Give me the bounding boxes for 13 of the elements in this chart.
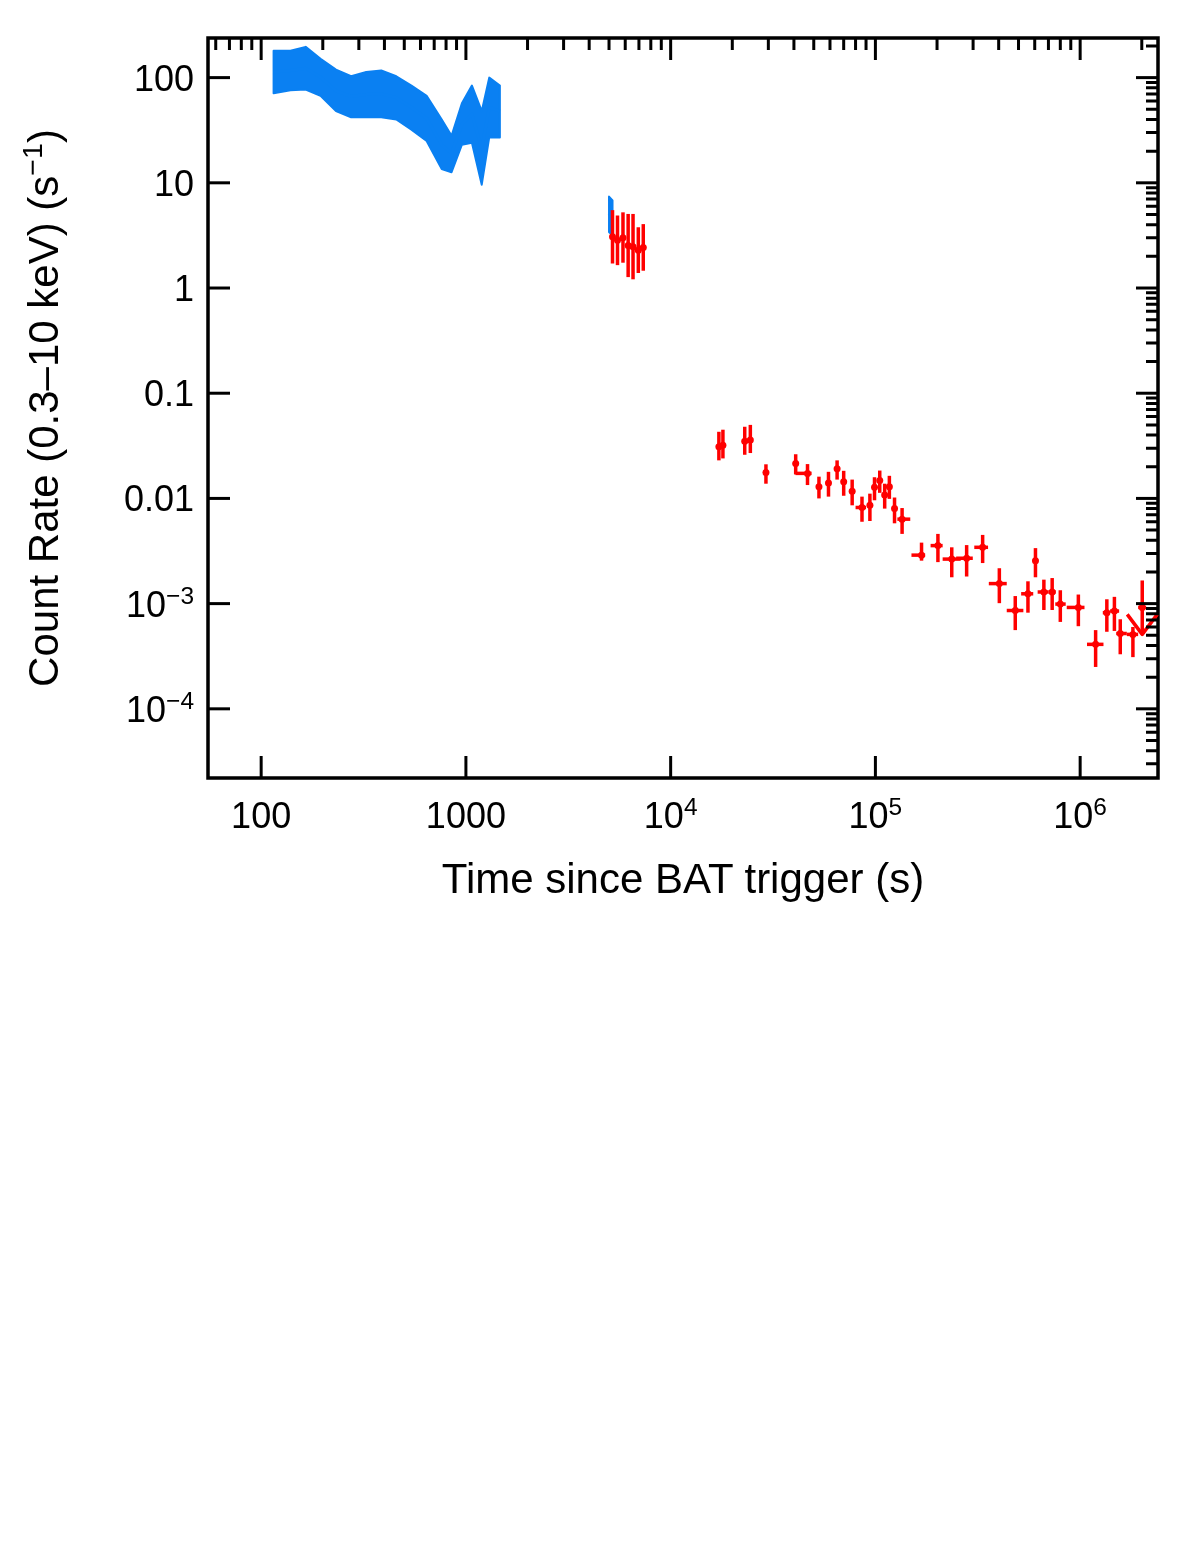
- x-tick-label: 1000: [425, 795, 506, 836]
- x-tick-label: 10$^{6}$: [1053, 792, 1107, 836]
- y-tick-label: 0.01: [123, 478, 194, 520]
- y-tick-label: 10$^{−4}$: [126, 686, 194, 730]
- y-tick-label: 1: [173, 268, 194, 310]
- x-tick-label: 100: [231, 795, 292, 836]
- y-tick-label: 10$^{−3}$: [126, 581, 194, 625]
- x-tick-label: 10$^{5}$: [848, 792, 903, 836]
- y-tick-label: 10: [153, 162, 194, 204]
- y-tick-label: 100: [133, 57, 194, 99]
- y-tick-label: 0.1: [143, 373, 194, 415]
- x-tick-label: 10$^{4}$: [643, 792, 698, 836]
- x-axis-title: Time since BAT trigger (s): [441, 855, 925, 902]
